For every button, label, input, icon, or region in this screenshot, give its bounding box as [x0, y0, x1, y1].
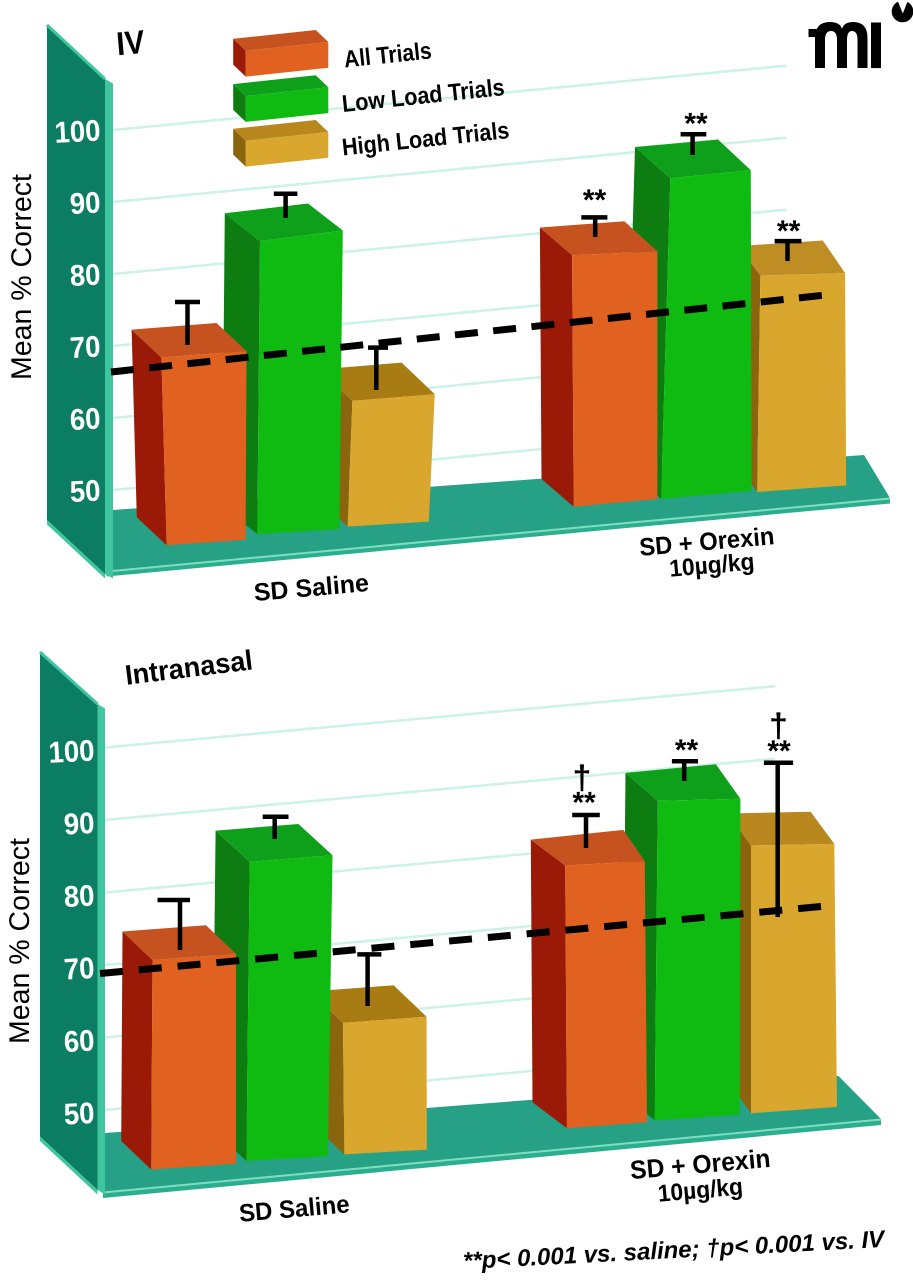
svg-text:IV: IV — [115, 23, 146, 62]
svg-text:80: 80 — [63, 880, 95, 915]
svg-text:†: † — [573, 759, 592, 797]
svg-text:90: 90 — [63, 807, 95, 842]
svg-text:†: † — [769, 707, 788, 745]
svg-text:**: ** — [767, 735, 791, 768]
svg-text:100: 100 — [48, 735, 96, 770]
svg-text:**: ** — [684, 108, 708, 141]
svg-text:80: 80 — [69, 259, 101, 294]
svg-text:**: ** — [777, 215, 801, 248]
svg-text:**: ** — [675, 734, 699, 767]
svg-text:70: 70 — [63, 952, 95, 987]
svg-text:**: ** — [583, 184, 607, 217]
svg-text:60: 60 — [63, 1025, 95, 1060]
svg-text:**: ** — [572, 787, 596, 820]
svg-text:60: 60 — [69, 403, 101, 438]
svg-text:90: 90 — [69, 187, 101, 222]
svg-text:70: 70 — [69, 331, 101, 366]
svg-text:Mean % Correct: Mean % Correct — [4, 838, 36, 1044]
svg-text:Mean % Correct: Mean % Correct — [6, 174, 38, 380]
svg-text:50: 50 — [69, 475, 101, 510]
svg-text:100: 100 — [54, 115, 102, 150]
svg-text:50: 50 — [63, 1097, 95, 1132]
